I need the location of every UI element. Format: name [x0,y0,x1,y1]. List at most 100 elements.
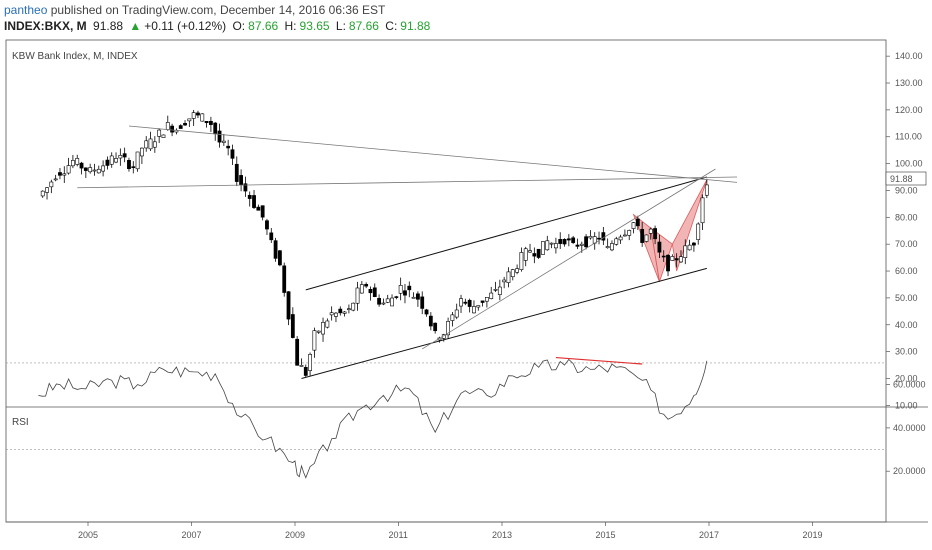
candle-body [403,290,407,296]
candle-body [618,236,623,241]
candle-body [122,153,127,158]
candle-body [221,140,226,143]
candle-body [407,285,412,291]
candle-body [347,308,351,311]
price-change: +0.11 (+0.12%) [144,19,227,33]
candle-body [571,237,576,243]
candle-body [420,296,425,309]
last-price-tag-text: 91.88 [890,174,913,184]
candle-body [321,322,325,335]
candle-body [144,140,149,149]
time-tick-label: 2005 [78,530,98,540]
candle-body [273,240,278,259]
candle-body [286,291,291,320]
candle-body [230,149,235,159]
candle-body [140,147,144,157]
rsi-line [38,356,708,479]
candle-body [299,364,304,367]
candle-body [472,306,476,314]
last-price: 91.88 [93,19,124,33]
candle-body [118,155,123,159]
candle-body [411,296,416,299]
candle-body [489,292,494,299]
support-resistance-line[interactable] [77,176,738,189]
candle-body [45,187,49,193]
harmonic-pattern [632,179,708,282]
candle-body [88,167,93,173]
candle-body [40,190,45,197]
last-price-tag: 91.88 [885,171,927,186]
candle-body [368,288,373,294]
candle-body [161,134,166,138]
rsi-tick-label: 20.0000 [893,466,926,476]
long-term-resistance-line[interactable] [128,125,738,183]
candle-body [329,312,334,316]
candle-body [92,169,97,172]
candle-body [325,320,330,328]
open-label: O: [232,19,246,33]
candle-body [342,311,347,314]
upper-channel-line[interactable] [305,176,707,291]
candle-body [661,255,666,258]
candle-body [252,195,256,208]
candle-body [502,279,507,283]
author-link[interactable]: pantheo [4,3,48,17]
candle-body [674,258,679,261]
candle-body [183,123,187,126]
candle-body [49,181,54,188]
close-label: C: [385,19,398,33]
main-chart-title: KBW Bank Index, M, INDEX [12,51,138,62]
price-tick-label: 50.00 [895,293,918,303]
candle-body [364,284,369,287]
candle-body [58,172,62,176]
inner-trendline[interactable] [422,168,716,350]
up-triangle-icon: ▲ [129,19,142,33]
candle-body [53,178,58,181]
candle-body [657,241,662,253]
candle-body [623,234,627,237]
candle-body [670,256,675,261]
high-label: H: [284,19,297,33]
candle-body [506,271,511,283]
rsi-guides [6,362,886,450]
candle-body [66,165,71,174]
lower-channel-line[interactable] [301,267,707,379]
candle-body [497,286,502,295]
candle-body [601,232,606,241]
price-axis: 140.00 130.00 120.00 110.00 100.00 90.00 80.00… [886,51,923,410]
symbol-label[interactable]: INDEX:BKX, M [4,19,87,33]
candle-body [148,138,153,150]
time-tick-label: 2015 [596,530,616,540]
candle-body [303,367,308,376]
time-tick-label: 2011 [389,530,408,540]
candle-body [541,241,545,255]
candle-body [433,322,438,332]
candle-body [493,289,498,291]
candle-body [187,118,192,122]
candle-body [165,122,170,130]
low-value: 87.66 [348,19,379,33]
candle-body [631,222,636,229]
time-tick-label: 2017 [699,530,719,540]
price-tick-label: 30.00 [895,347,918,357]
pattern-triangle [650,227,673,282]
candle-body [446,321,450,336]
candle-body [644,234,649,242]
price-tick-label: 140.00 [895,51,923,61]
price-tick-label: 130.00 [895,78,923,88]
candle-body [278,250,282,266]
trendlines[interactable] [77,125,738,379]
rsi-divergence-line[interactable] [555,356,643,365]
candle-body [575,244,580,247]
candle-body [338,308,343,314]
candle-body [454,309,459,318]
candle-body [359,284,364,294]
candle-body [562,238,567,245]
candle-body [627,230,632,236]
candle-body [450,314,455,321]
candle-body [584,236,588,248]
candle-body [588,235,593,239]
time-axis: 2005 2007 2009 2011 2013 2015 2017 2019 [78,522,823,540]
rsi-title: RSI [12,417,29,428]
